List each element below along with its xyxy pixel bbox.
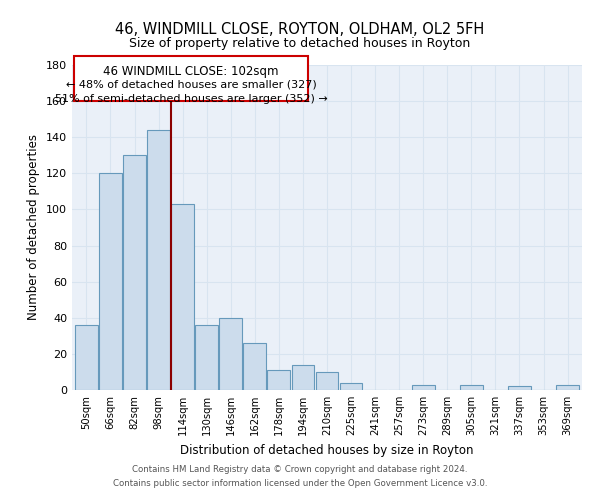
Bar: [220, 318, 242, 390]
Text: 46, WINDMILL CLOSE, ROYTON, OLDHAM, OL2 5FH: 46, WINDMILL CLOSE, ROYTON, OLDHAM, OL2 …: [115, 22, 485, 38]
Y-axis label: Number of detached properties: Number of detached properties: [28, 134, 40, 320]
Bar: [147, 130, 170, 390]
Text: 51% of semi-detached houses are larger (352) →: 51% of semi-detached houses are larger (…: [55, 94, 328, 104]
Text: 46 WINDMILL CLOSE: 102sqm: 46 WINDMILL CLOSE: 102sqm: [103, 65, 279, 78]
Bar: [123, 156, 146, 390]
Bar: [412, 384, 434, 390]
Bar: [292, 364, 314, 390]
Text: Contains HM Land Registry data © Crown copyright and database right 2024.
Contai: Contains HM Land Registry data © Crown c…: [113, 466, 487, 487]
Text: Size of property relative to detached houses in Royton: Size of property relative to detached ho…: [130, 38, 470, 51]
FancyBboxPatch shape: [74, 56, 308, 101]
Bar: [195, 325, 218, 390]
Bar: [556, 384, 579, 390]
Bar: [316, 372, 338, 390]
Bar: [244, 343, 266, 390]
Text: ← 48% of detached houses are smaller (327): ← 48% of detached houses are smaller (32…: [66, 80, 316, 90]
Bar: [171, 204, 194, 390]
Bar: [340, 383, 362, 390]
Bar: [268, 370, 290, 390]
X-axis label: Distribution of detached houses by size in Royton: Distribution of detached houses by size …: [180, 444, 474, 456]
Bar: [75, 325, 98, 390]
Bar: [99, 174, 122, 390]
Bar: [508, 386, 531, 390]
Bar: [460, 384, 483, 390]
